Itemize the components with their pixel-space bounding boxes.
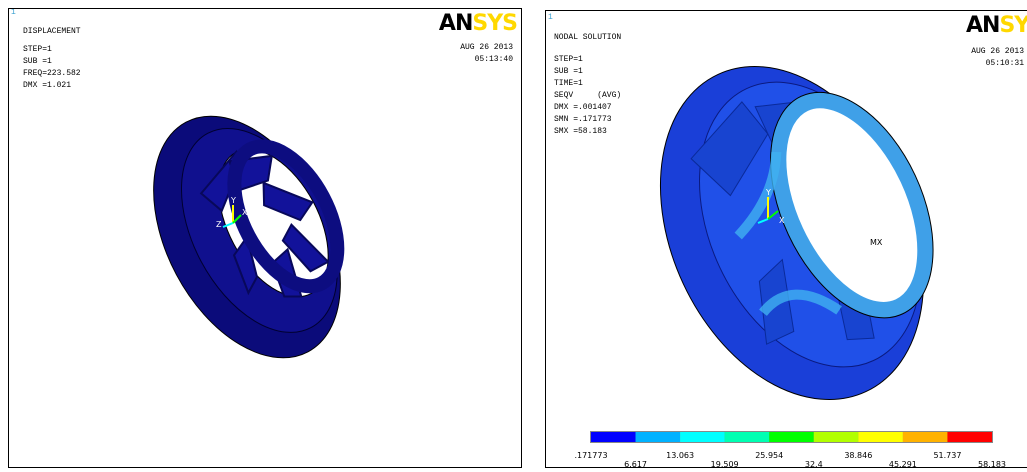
legend-label: 6.617 [624,460,647,467]
triad-label: Y [230,196,236,205]
info-line: DMX =.001407 [554,103,612,113]
page: {"panels": [ {"number": "1", "title": "D… [0,0,1027,472]
triad-label: Z [216,220,222,229]
legend-label: 25.954 [755,451,783,460]
legend-label: 38.846 [844,451,872,460]
legend-label: 13.063 [666,451,694,460]
max-marker: MX [870,238,883,247]
legend-band [814,432,859,442]
date: AUG 26 2013 [460,43,513,53]
date: AUG 26 2013 [984,47,1024,57]
info-line: TIME=1 [554,79,583,89]
legend-band [769,432,814,442]
legend-label: 45.291 [889,460,917,467]
logo-part: SYS [999,13,1027,38]
result-title: DISPLACEMENT [23,27,81,37]
triad-label: X [242,208,248,217]
info-line: SMX =58.183 [554,127,607,137]
legend-band [591,432,636,442]
legend-label: 51.737 [933,451,961,460]
info-line: SMN =.171773 [554,115,612,125]
result-panel: Y X MX .171773 6.617 13.063 19.509 25.954 32.… [545,10,1027,468]
info-line: SUB =1 [23,57,52,67]
ansys-logo: ANSYS [439,11,517,36]
legend-band [858,432,903,442]
triad-label: X [779,216,785,225]
triad-label: Y [765,188,771,197]
legend-label: .171773 [574,451,607,460]
info-line: DMX =1.021 [23,81,71,91]
legend-band [947,432,992,442]
legend-label: 19.509 [711,460,739,467]
time: 05:13:40 [475,55,513,65]
legend-label: 32.4 [805,460,823,467]
info-line: STEP=1 [23,45,52,55]
logo-part: AN [439,11,472,36]
time: 05:10:31 [984,59,1024,69]
info-line: SUB =1 [554,67,583,77]
model-view: Y X Z [9,9,521,467]
result-panel: Y X Z 1 DISPLACEMENT STEP=1 SUB =1 FREQ=… [8,8,522,468]
ansys-logo: ANSYS [966,13,1027,38]
legend-band [636,432,681,442]
legend-band [903,432,948,442]
info-line: SEQV (AVG) [554,91,621,101]
result-title: NODAL SOLUTION [554,33,621,43]
window-number: 1 [548,13,553,23]
legend-band [680,432,725,442]
logo-part: SYS [472,11,517,36]
info-line: FREQ=223.582 [23,69,81,79]
window-number: 1 [11,8,16,18]
legend-band [725,432,770,442]
legend: .171773 6.617 13.063 19.509 25.954 32.4 38.846… [574,431,1006,467]
legend-label: 58.183 [978,460,1006,467]
info-line: STEP=1 [554,55,583,65]
logo-part: AN [966,13,999,38]
model-view: Y X MX .171773 6.617 13.063 19.509 25.954 32.… [546,11,1027,467]
